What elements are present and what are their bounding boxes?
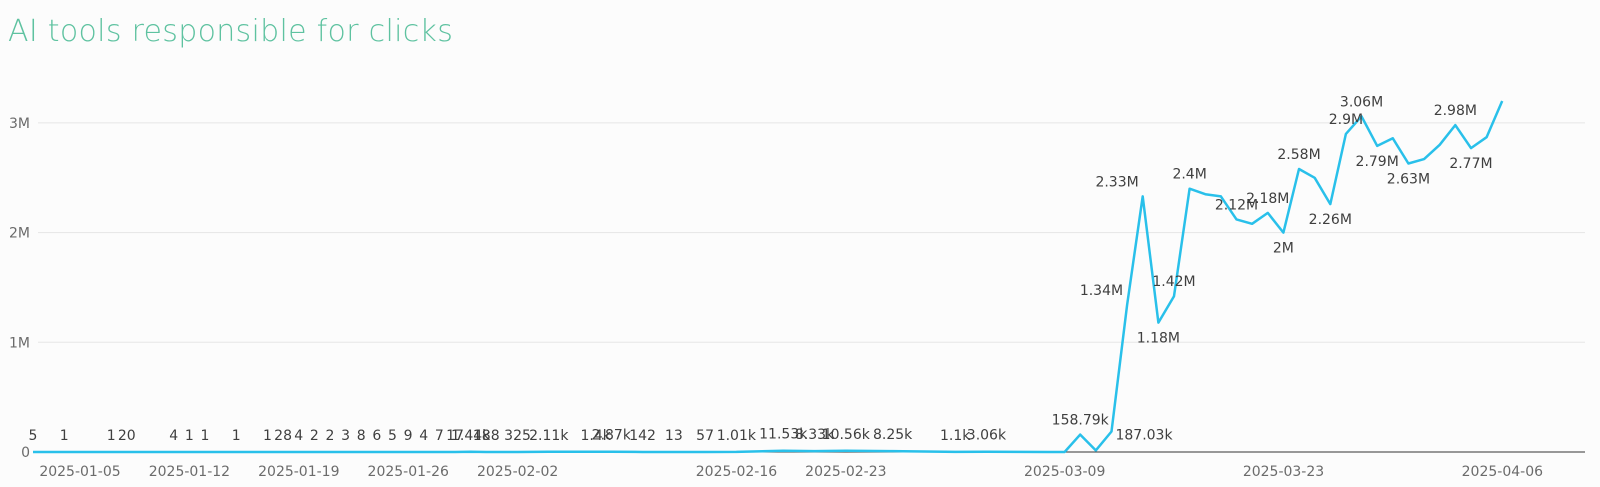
data-label: 1.18M — [1137, 331, 1180, 347]
data-label: 6 — [372, 428, 381, 444]
data-label: 2.63M — [1387, 171, 1430, 187]
x-tick-label: 2025-03-09 — [1024, 464, 1105, 480]
data-label: 158.79k — [1052, 413, 1110, 429]
data-label: 3.06M — [1340, 94, 1383, 110]
data-label: 2.4M — [1172, 167, 1206, 183]
data-label: 1 — [200, 428, 209, 444]
data-label: 7 — [435, 428, 444, 444]
y-tick-label: 2M — [9, 226, 30, 242]
x-tick-label: 2025-02-02 — [477, 464, 558, 480]
data-label: 1.42M — [1152, 274, 1195, 290]
data-label: 5 — [29, 428, 38, 444]
data-label: 1.01k — [717, 428, 757, 444]
data-label: 1 — [60, 428, 69, 444]
x-tick-label: 2025-01-26 — [368, 464, 449, 480]
data-label: 17 — [446, 428, 464, 444]
y-tick-label: 0 — [21, 445, 30, 461]
data-label: 4 — [419, 428, 428, 444]
data-label: 188 — [473, 428, 500, 444]
data-label: 2.87k — [592, 428, 632, 444]
x-tick-label: 2025-01-19 — [258, 464, 339, 480]
data-label: 2.33M — [1095, 174, 1138, 190]
data-label: 4 — [169, 428, 178, 444]
data-label: 142 — [629, 428, 656, 444]
data-label: 57 — [696, 428, 714, 444]
data-label: 2 — [326, 428, 335, 444]
data-label: 2.11k — [529, 428, 569, 444]
x-tick-label: 2025-01-12 — [149, 464, 230, 480]
data-label: 1.44k — [451, 428, 491, 444]
data-label: 2 — [310, 428, 319, 444]
data-label: 8.25k — [873, 427, 913, 443]
data-label: 1 — [263, 428, 272, 444]
data-label: 1 — [107, 428, 116, 444]
data-label: 3 — [341, 428, 350, 444]
data-label: 325 — [504, 428, 531, 444]
data-label: 187.03k — [1115, 427, 1173, 443]
data-label: 2.79M — [1356, 154, 1399, 170]
data-label: 2.26M — [1309, 212, 1352, 228]
data-label: 11.53k — [759, 427, 808, 443]
data-label: 3.06k — [967, 428, 1007, 444]
data-label: 2M — [1273, 241, 1294, 257]
x-tick-label: 2025-02-16 — [696, 464, 777, 480]
data-label: 1.1k — [940, 428, 971, 444]
data-label: 2.77M — [1449, 156, 1492, 172]
x-tick-label: 2025-02-23 — [805, 464, 886, 480]
data-label: 1 — [185, 428, 194, 444]
data-label: 1.4k — [580, 428, 611, 444]
data-label: 1.34M — [1080, 283, 1123, 299]
x-tick-label: 2025-03-23 — [1243, 464, 1324, 480]
data-label: 8.33k — [795, 427, 835, 443]
data-label: 2.18M — [1246, 191, 1289, 207]
data-label: 20 — [118, 428, 136, 444]
y-tick-label: 1M — [9, 335, 30, 351]
chart-title: AI tools responsible for clicks — [8, 14, 454, 49]
data-label: 28 — [274, 428, 292, 444]
series-line — [33, 100, 1504, 454]
x-tick-label: 2025-04-06 — [1462, 464, 1543, 480]
x-tick-label: 2025-01-05 — [39, 464, 120, 480]
data-label: 9 — [404, 428, 413, 444]
data-label: 10.56k — [822, 427, 871, 443]
data-label: 8 — [357, 428, 366, 444]
data-label: 1 — [232, 428, 241, 444]
data-label: 4 — [294, 428, 303, 444]
data-label: 2.9M — [1329, 112, 1363, 128]
data-label: 5 — [388, 428, 397, 444]
data-label: 13 — [665, 428, 683, 444]
data-label: 2.98M — [1434, 103, 1477, 119]
y-tick-label: 3M — [9, 116, 30, 132]
data-label: 2.58M — [1277, 147, 1320, 163]
data-label: 2.12M — [1215, 197, 1258, 213]
